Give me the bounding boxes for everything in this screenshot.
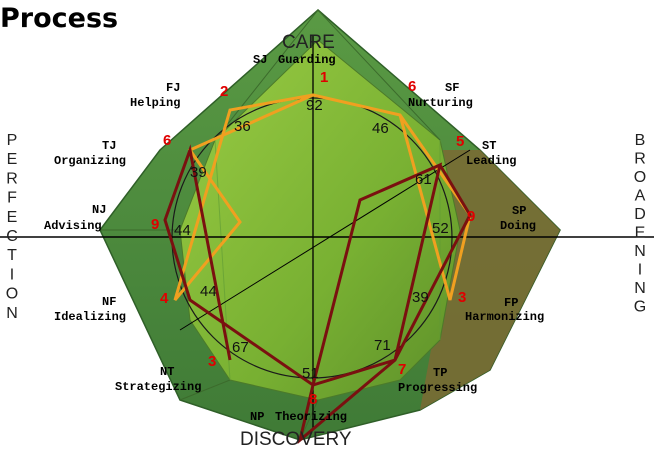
role-sp-name: Doing bbox=[500, 219, 536, 233]
role-fj-rank: 2 bbox=[220, 83, 228, 100]
role-tp: TP Progressing 71 7 bbox=[374, 337, 477, 395]
ridge-line-3 bbox=[179, 379, 231, 401]
role-fp-score: 39 bbox=[412, 289, 429, 306]
axis-broadening-letter: B bbox=[635, 132, 646, 149]
diagonal-axis bbox=[179, 149, 471, 331]
role-st-code: ST bbox=[482, 139, 496, 153]
axis-perfection-letter: R bbox=[6, 170, 18, 187]
role-sp-code: SP bbox=[512, 204, 526, 218]
axis-broadening-letter: R bbox=[634, 151, 646, 168]
role-tj: TJ Organizing 39 6 bbox=[54, 132, 207, 181]
role-sp-rank: 9 bbox=[467, 208, 475, 225]
role-tp-name: Progressing bbox=[398, 381, 477, 395]
role-sj-name: Guarding bbox=[278, 53, 336, 67]
role-nf-name: Idealizing bbox=[54, 310, 126, 324]
axis-broadening-letter: I bbox=[638, 262, 642, 279]
role-sp: SP Doing 52 9 bbox=[432, 204, 536, 237]
role-nt-score: 67 bbox=[232, 339, 249, 356]
role-np-rank: 8 bbox=[309, 391, 317, 408]
role-sj-score: 92 bbox=[306, 97, 323, 114]
axis-perfection-letter: P bbox=[7, 132, 18, 149]
role-st-score: 61 bbox=[415, 171, 432, 188]
role-tj-rank: 6 bbox=[163, 132, 171, 149]
role-fj-name: Helping bbox=[130, 96, 180, 110]
role-nf: NF Idealizing 44 4 bbox=[54, 283, 217, 324]
role-fp-name: Harmonizing bbox=[465, 310, 544, 324]
axis-broadening-letter: N bbox=[634, 243, 646, 260]
role-tp-score: 71 bbox=[374, 337, 391, 354]
role-nj-score: 44 bbox=[174, 222, 191, 239]
role-fj: FJ Helping 36 2 bbox=[130, 81, 251, 135]
role-sj-rank: 1 bbox=[320, 69, 328, 86]
axis-discovery: DISCOVERY bbox=[240, 429, 352, 450]
role-sf-rank: 6 bbox=[408, 78, 416, 95]
role-fp: FP Harmonizing 39 3 bbox=[412, 289, 544, 324]
role-tj-score: 39 bbox=[190, 164, 207, 181]
role-tp-code: TP bbox=[433, 366, 447, 380]
role-tj-name: Organizing bbox=[54, 154, 126, 168]
role-nt-rank: 3 bbox=[208, 353, 216, 370]
role-nj-code: NJ bbox=[92, 203, 106, 217]
role-tj-code: TJ bbox=[102, 139, 116, 153]
role-st: ST Leading 61 5 bbox=[415, 133, 516, 188]
role-fj-score: 36 bbox=[234, 118, 251, 135]
role-nt: NT Strategizing 67 3 bbox=[115, 339, 249, 394]
role-nt-code: NT bbox=[160, 365, 174, 379]
role-st-rank: 5 bbox=[456, 133, 464, 150]
role-nt-name: Strategizing bbox=[115, 380, 201, 394]
diagram-title: Process bbox=[0, 3, 118, 34]
role-np-name: Theorizing bbox=[275, 410, 347, 424]
axis-broadening-letter: N bbox=[634, 280, 646, 297]
role-sp-score: 52 bbox=[432, 220, 449, 237]
axis-perfection-letter: E bbox=[7, 209, 18, 226]
role-nj-name: Advising bbox=[44, 219, 102, 233]
role-sf-code: SF bbox=[445, 81, 459, 95]
role-sj-code: SJ bbox=[253, 53, 267, 67]
axis-broadening-letter: E bbox=[635, 225, 646, 242]
axis-broadening-letter: G bbox=[634, 299, 646, 316]
role-sj: SJ Guarding 92 1 bbox=[253, 53, 336, 114]
role-nj-rank: 9 bbox=[151, 216, 159, 233]
role-np-score: 51 bbox=[302, 365, 319, 382]
axis-perfection-letter: T bbox=[7, 247, 17, 264]
axis-perfection-letter: I bbox=[10, 266, 14, 283]
role-fj-code: FJ bbox=[166, 81, 180, 95]
axis-broadening-letter: O bbox=[634, 169, 646, 186]
role-np: NP Theorizing 51 8 bbox=[250, 365, 347, 424]
axis-broadening-letter: A bbox=[635, 188, 646, 205]
role-nj: NJ Advising 44 9 bbox=[44, 203, 191, 239]
role-fp-rank: 3 bbox=[458, 289, 466, 306]
axis-perfection-letter: E bbox=[7, 151, 18, 168]
role-sf-score: 46 bbox=[372, 120, 389, 137]
role-np-code: NP bbox=[250, 410, 264, 424]
role-nf-code: NF bbox=[102, 295, 116, 309]
axis-care: CARE bbox=[282, 32, 335, 53]
role-nf-score: 44 bbox=[200, 283, 217, 300]
orange-path bbox=[173, 93, 472, 301]
role-tp-rank: 7 bbox=[398, 361, 406, 378]
role-nf-rank: 4 bbox=[160, 290, 169, 307]
role-sf: SF Nurturing 46 6 bbox=[372, 78, 473, 137]
ridge-line bbox=[214, 9, 441, 141]
axis-perfection-letter: N bbox=[6, 305, 18, 322]
role-fp-code: FP bbox=[504, 296, 518, 310]
role-sf-name: Nurturing bbox=[408, 96, 473, 110]
axis-perfection-letter: O bbox=[6, 286, 18, 303]
axis-perfection-letter: C bbox=[6, 228, 18, 245]
axis-broadening-letter: D bbox=[634, 206, 646, 223]
axis-perfection-letter: F bbox=[7, 190, 17, 207]
red-path bbox=[163, 144, 472, 445]
role-st-name: Leading bbox=[466, 154, 516, 168]
